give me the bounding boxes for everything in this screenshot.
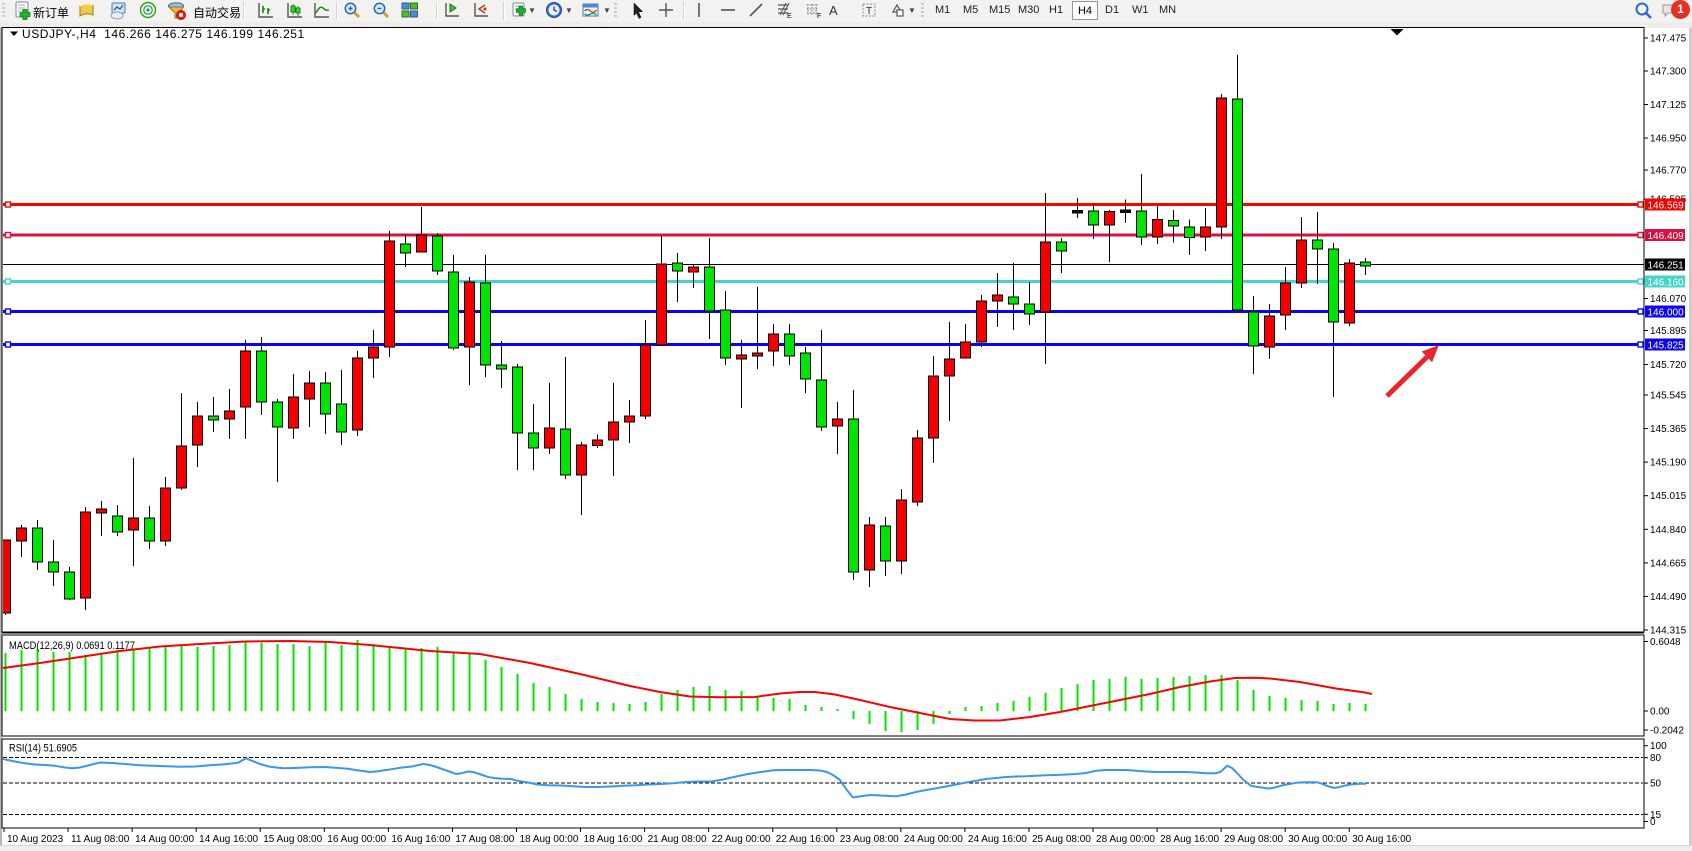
svg-text:145.720: 145.720 <box>1650 360 1687 371</box>
svg-text:29 Aug 08:00: 29 Aug 08:00 <box>1224 834 1283 845</box>
svg-text:23 Aug 08:00: 23 Aug 08:00 <box>840 834 899 845</box>
svg-text:0: 0 <box>1650 817 1656 828</box>
svg-text:25 Aug 08:00: 25 Aug 08:00 <box>1032 834 1091 845</box>
svg-text:146.000: 146.000 <box>1648 307 1685 318</box>
svg-text:50: 50 <box>1650 779 1662 790</box>
svg-text:11 Aug 08:00: 11 Aug 08:00 <box>71 834 130 845</box>
svg-text:146.409: 146.409 <box>1648 231 1685 242</box>
svg-text:14 Aug 00:00: 14 Aug 00:00 <box>135 834 194 845</box>
svg-text:145.545: 145.545 <box>1650 391 1687 402</box>
svg-text:100: 100 <box>1650 741 1667 752</box>
svg-text:15 Aug 08:00: 15 Aug 08:00 <box>263 834 322 845</box>
svg-text:T: T <box>866 6 872 17</box>
svg-text:24 Aug 16:00: 24 Aug 16:00 <box>968 834 1027 845</box>
svg-text:18 Aug 16:00: 18 Aug 16:00 <box>584 834 643 845</box>
svg-text:0.6048: 0.6048 <box>1650 637 1681 648</box>
svg-text:18 Aug 00:00: 18 Aug 00:00 <box>519 834 578 845</box>
svg-text:28 Aug 16:00: 28 Aug 16:00 <box>1160 834 1219 845</box>
svg-text:146.569: 146.569 <box>1648 200 1685 211</box>
svg-text:E: E <box>787 13 792 20</box>
svg-text:MACD(12,26,9) 0.0691 0.1177: MACD(12,26,9) 0.0691 0.1177 <box>9 640 135 652</box>
svg-text:145.825: 145.825 <box>1648 340 1685 351</box>
svg-text:146.251: 146.251 <box>1648 260 1685 271</box>
svg-text:16 Aug 00:00: 16 Aug 00:00 <box>327 834 386 845</box>
svg-text:146.160: 146.160 <box>1648 277 1685 288</box>
svg-text:24 Aug 00:00: 24 Aug 00:00 <box>904 834 963 845</box>
svg-text:22 Aug 16:00: 22 Aug 16:00 <box>776 834 835 845</box>
svg-text:144.665: 144.665 <box>1650 558 1687 569</box>
svg-text:80: 80 <box>1650 753 1662 764</box>
svg-text:14 Aug 16:00: 14 Aug 16:00 <box>199 834 258 845</box>
svg-text:145.015: 145.015 <box>1650 491 1687 502</box>
svg-text:147.475: 147.475 <box>1650 34 1687 45</box>
svg-text:144.840: 144.840 <box>1650 525 1687 536</box>
svg-text:17 Aug 08:00: 17 Aug 08:00 <box>455 834 514 845</box>
svg-text:145.895: 145.895 <box>1650 326 1687 337</box>
svg-text:146.070: 146.070 <box>1650 294 1687 305</box>
svg-text:145.365: 145.365 <box>1650 424 1687 435</box>
svg-text:28 Aug 00:00: 28 Aug 00:00 <box>1096 834 1155 845</box>
svg-text:21 Aug 08:00: 21 Aug 08:00 <box>648 834 707 845</box>
svg-text:F: F <box>817 13 821 20</box>
svg-text:147.300: 147.300 <box>1650 67 1687 78</box>
svg-text:146.770: 146.770 <box>1650 166 1687 177</box>
svg-text:-0.2042: -0.2042 <box>1650 726 1684 737</box>
svg-text:0.00: 0.00 <box>1650 707 1670 718</box>
svg-text:30 Aug 00:00: 30 Aug 00:00 <box>1288 834 1347 845</box>
svg-text:USDJPY-,H4 146.266 146.275 14: USDJPY-,H4 146.266 146.275 146.199 146.2… <box>22 27 305 41</box>
svg-text:146.950: 146.950 <box>1650 134 1687 145</box>
svg-text:RSI(14) 51.6905: RSI(14) 51.6905 <box>9 743 77 755</box>
svg-text:15: 15 <box>1650 810 1662 821</box>
svg-text:144.315: 144.315 <box>1650 626 1687 637</box>
svg-text:16 Aug 16:00: 16 Aug 16:00 <box>391 834 450 845</box>
svg-text:10 Aug 2023: 10 Aug 2023 <box>7 834 64 845</box>
svg-text:147.125: 147.125 <box>1650 100 1687 111</box>
svg-text:30 Aug 16:00: 30 Aug 16:00 <box>1352 834 1411 845</box>
svg-text:22 Aug 00:00: 22 Aug 00:00 <box>712 834 771 845</box>
svg-text:144.490: 144.490 <box>1650 592 1687 603</box>
svg-text:145.190: 145.190 <box>1650 458 1687 469</box>
